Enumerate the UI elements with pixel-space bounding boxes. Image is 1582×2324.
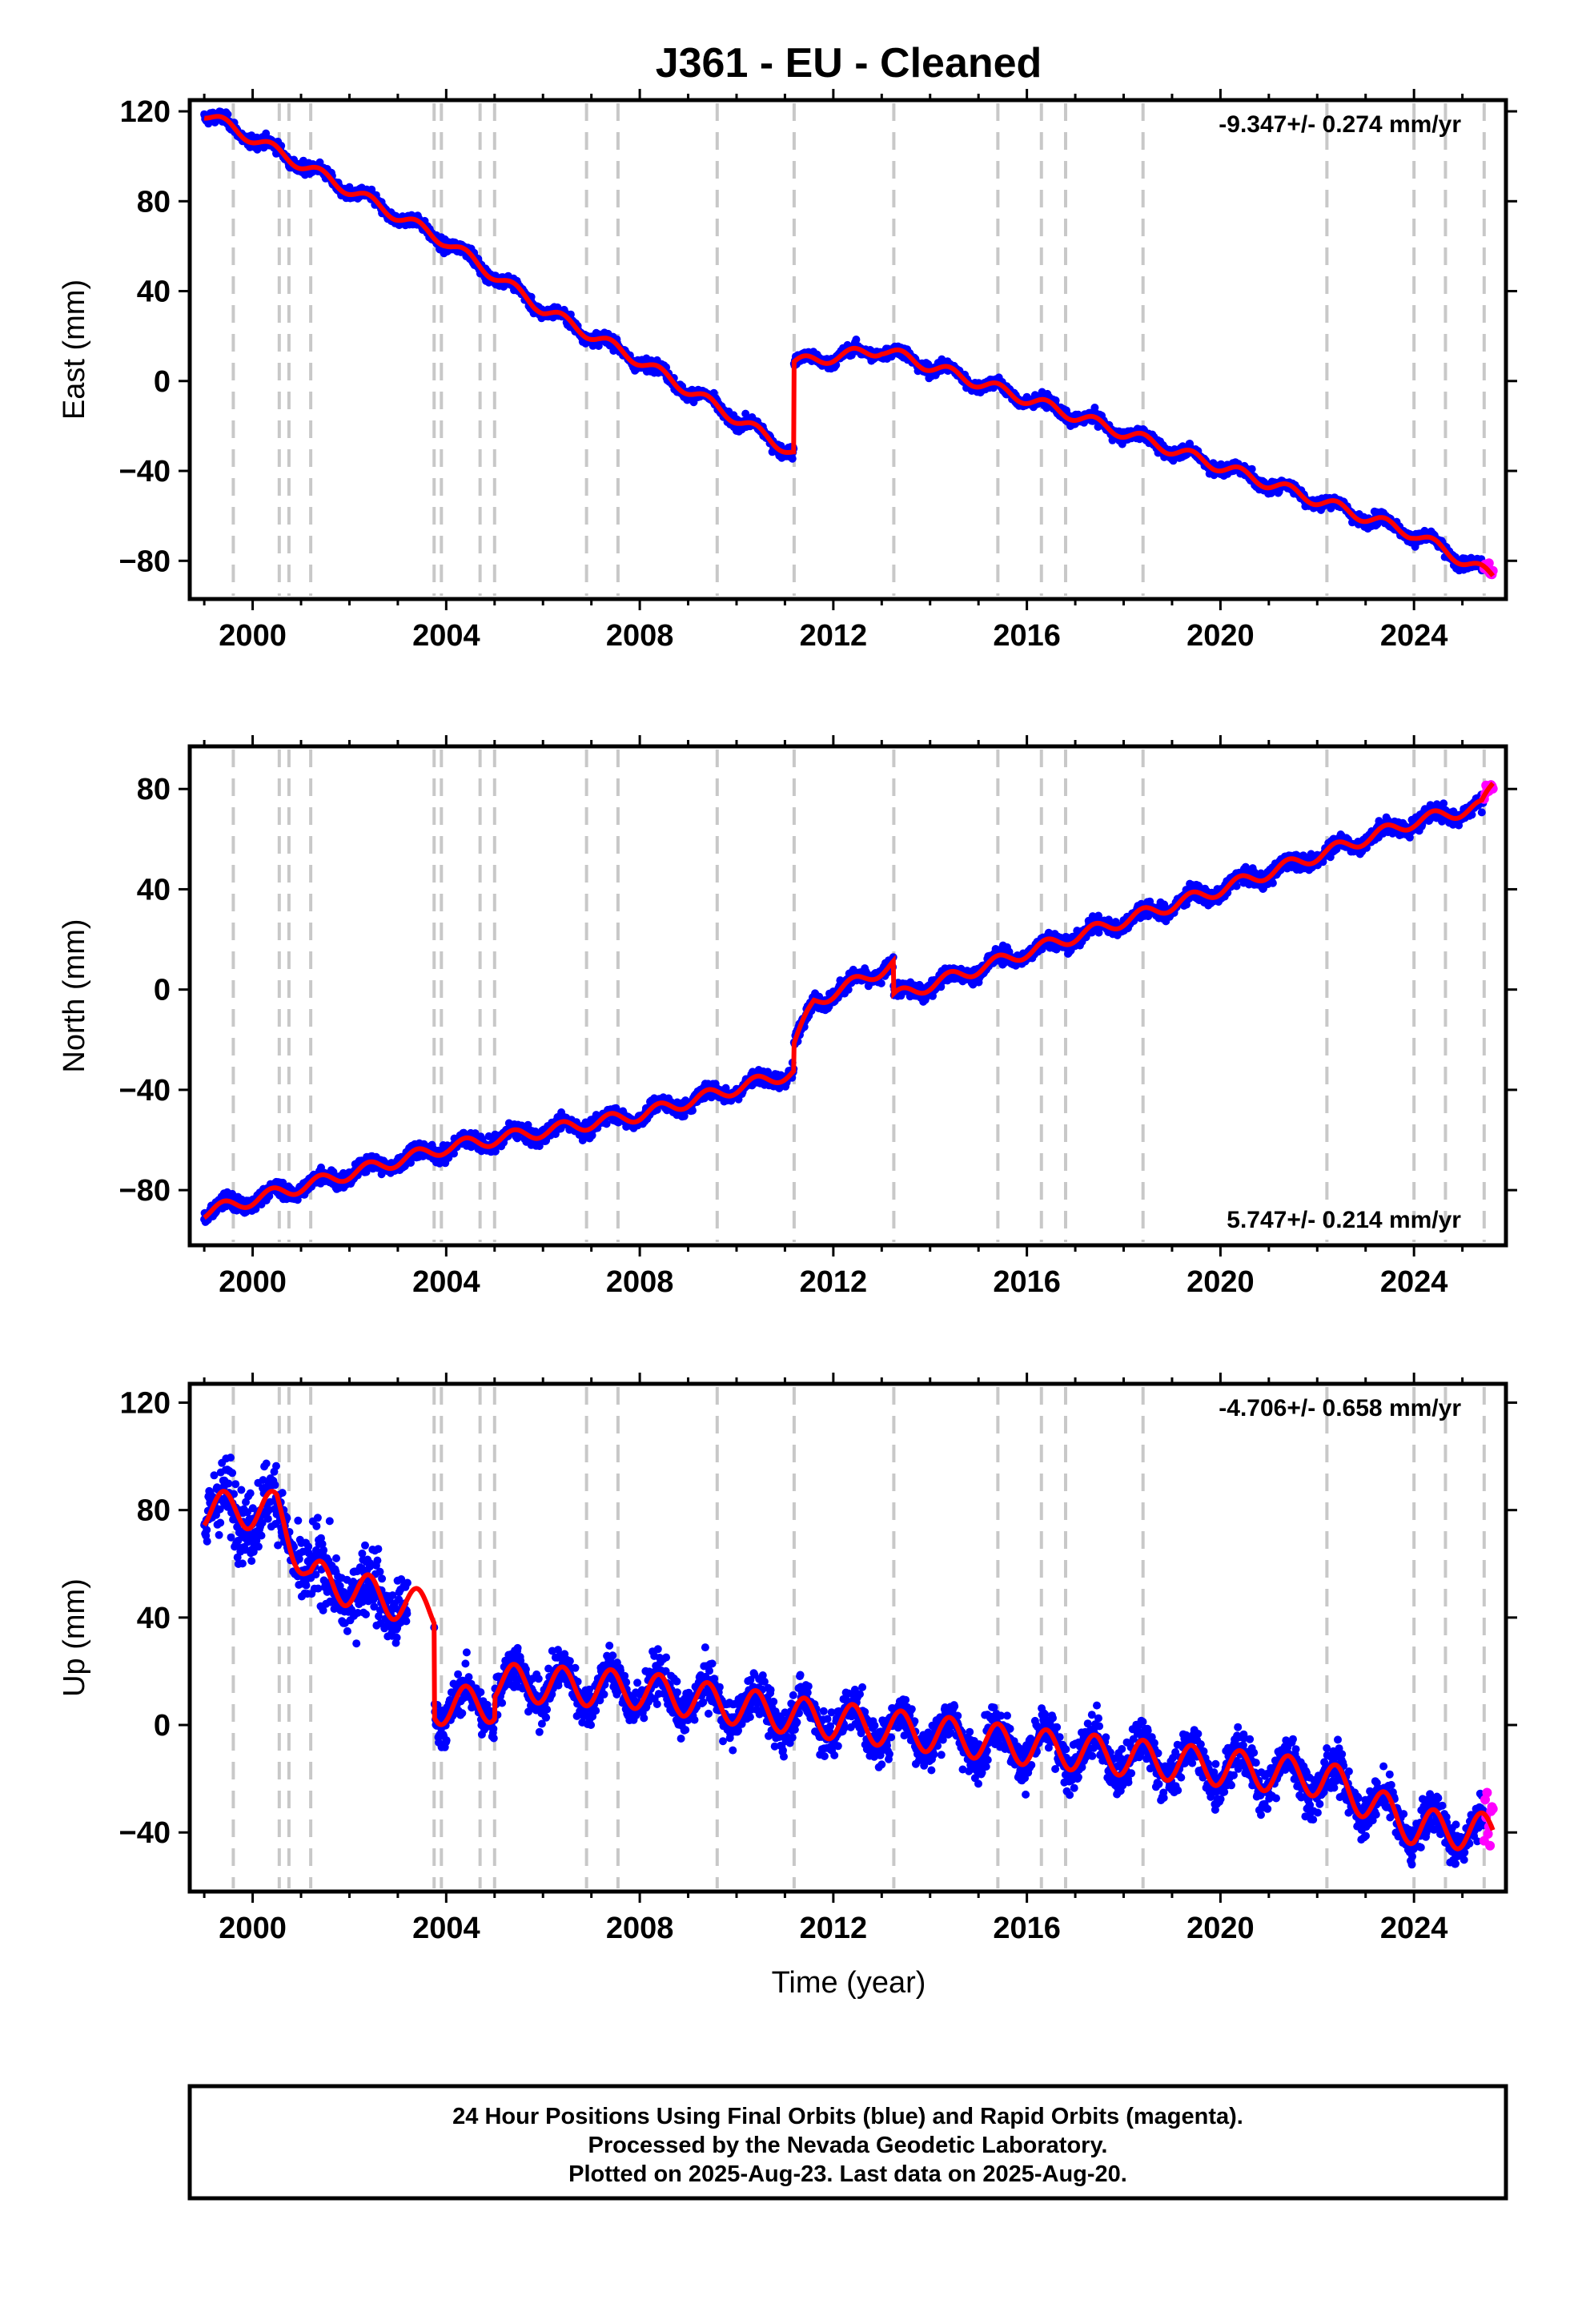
x-tick-label: 2012 — [800, 619, 868, 653]
final-orbit-point — [1247, 464, 1256, 473]
x-tick-label: 2008 — [606, 619, 674, 653]
velocity-rate-label: -9.347+/- 0.274 mm/yr — [1219, 111, 1461, 138]
final-orbit-point — [877, 979, 885, 987]
y-tick-label: 80 — [137, 185, 171, 219]
final-orbit-point — [265, 1192, 274, 1200]
y-tick-label: 0 — [154, 365, 171, 399]
final-orbit-point — [788, 454, 797, 463]
panel-north: 2000 2004 2008 2012 2016 2020 202480400−40−80N… — [58, 735, 1517, 1299]
x-tick-label: 2016 — [993, 619, 1061, 653]
model-fit-line — [203, 114, 1496, 577]
y-tick-label: 40 — [137, 275, 171, 309]
observation-points — [200, 107, 1498, 580]
final-orbit-point — [852, 336, 861, 344]
x-tick-label: 2024 — [1380, 619, 1448, 653]
y-axis-label: East (mm) — [58, 279, 91, 420]
y-tick-label: −40 — [119, 455, 171, 489]
final-orbit-point — [251, 1204, 260, 1213]
plot-frame — [187, 98, 1508, 601]
final-orbit-point — [741, 409, 750, 418]
final-orbit-point — [535, 1142, 544, 1151]
x-tick-label: 2000 — [219, 619, 287, 653]
x-tick-label: 2004 — [412, 619, 480, 653]
final-orbit-point — [279, 1178, 287, 1187]
y-tick-label: −80 — [119, 545, 171, 578]
x-tick-label: 2020 — [1186, 619, 1255, 653]
panel-east: 2000 2004 2008 2012 2016 2020 2024 120 80 40 0 −40 −… — [58, 89, 1517, 653]
y-tick-label: 120 — [120, 95, 171, 129]
figure-title: J361 - EU - Cleaned — [656, 40, 1042, 86]
observation-points — [200, 780, 1498, 1226]
